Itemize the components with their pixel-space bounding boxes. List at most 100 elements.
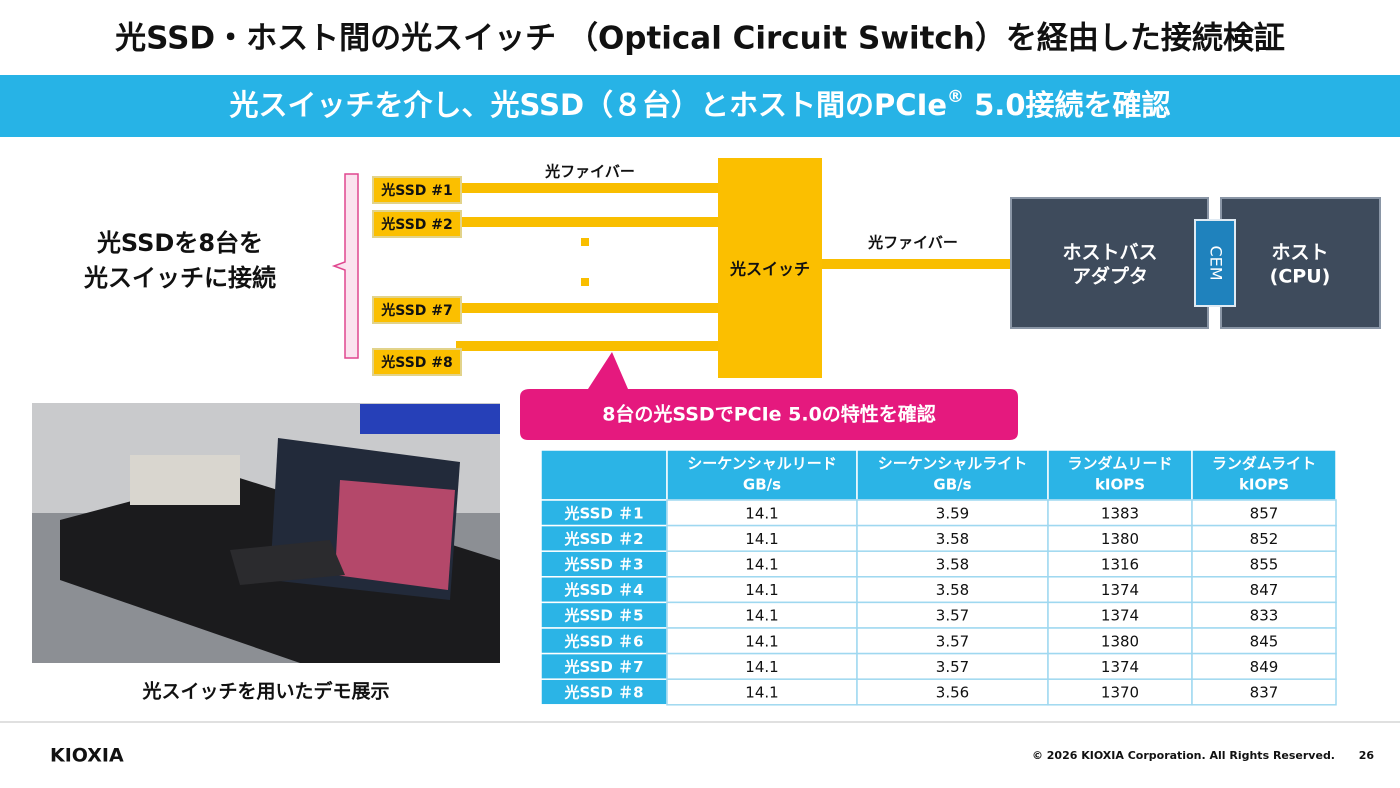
subtitle-part: 5.0接続を確認 (964, 88, 1170, 122)
data-cell (856, 652, 1049, 680)
data-cell (666, 678, 858, 706)
row-label: 光SSD ＃1 (563, 504, 643, 522)
data-cell (1191, 550, 1337, 578)
host-label: (CPU) (1270, 266, 1331, 288)
data-cell (856, 550, 1049, 578)
cem-label: CEM (1207, 245, 1226, 280)
cell-value: 14.1 (745, 504, 778, 522)
cell-value: 847 (1250, 581, 1279, 599)
copyright: © 2026 KIOXIA Corporation. All Rights Re… (1032, 749, 1335, 762)
cell-value: 1316 (1101, 556, 1139, 574)
photo-caption: 光スイッチを用いたデモ展示 (141, 680, 389, 703)
data-cell (856, 601, 1049, 629)
data-cell (666, 550, 858, 578)
cell-value: 3.57 (936, 632, 969, 650)
cell-value: 845 (1250, 632, 1279, 650)
photo-device (130, 455, 240, 505)
data-cell (1191, 652, 1337, 680)
subtitle-part: 光スイッチを介し、光SSD（８台）とホスト間のPCIe (229, 88, 947, 122)
cell-value: 14.1 (745, 632, 778, 650)
photo-keyboard (230, 540, 345, 585)
cell-value: 837 (1250, 684, 1279, 702)
cell-value: 14.1 (745, 607, 778, 625)
cell-value: 852 (1250, 530, 1279, 548)
callout-text: 8台の光SSDでPCIe 5.0の特性を確認 (602, 403, 936, 426)
cell-value: 14.1 (745, 658, 778, 676)
data-cell (1191, 499, 1337, 527)
adapter-label: ホストバス (1062, 242, 1157, 264)
data-cell (1191, 678, 1337, 706)
row-label: 光SSD ＃4 (563, 581, 643, 599)
ssd-label: 光SSD #1 (380, 182, 453, 199)
column-name: ランダムライト (1212, 455, 1316, 473)
switch-box (718, 158, 822, 378)
fiber-label: 光ファイバー (544, 163, 635, 181)
header-cell (1047, 449, 1193, 501)
cell-value: 855 (1250, 556, 1279, 574)
ssd-box (372, 176, 462, 204)
cell-value: 849 (1250, 658, 1279, 676)
data-cell (856, 678, 1049, 706)
adapter-label: アダプタ (1072, 265, 1148, 288)
bracket (331, 173, 359, 359)
cell-value: 3.58 (936, 556, 969, 574)
data-cell (856, 524, 1049, 552)
row-label-cell (540, 601, 668, 629)
fiber (460, 217, 720, 227)
row-label: 光SSD ＃5 (563, 607, 643, 625)
ssd-group: 光SSD #1 光SSD #2 光SSD #7 光SSD #8 (372, 176, 462, 376)
row-label-cell (540, 627, 668, 655)
summary-line: 光スイッチに接続 (83, 264, 276, 292)
ssd-box (372, 210, 462, 238)
ssd-label: 光SSD #8 (380, 354, 453, 371)
dot (581, 238, 589, 246)
header-cell (540, 449, 668, 501)
column-name: ランダムリード (1067, 455, 1172, 473)
header-cell (856, 449, 1049, 501)
cell-value: 3.56 (936, 684, 969, 702)
page-number: 26 (1359, 749, 1375, 762)
data-cell (1191, 576, 1337, 604)
row-label: 光SSD ＃6 (563, 632, 643, 650)
column-unit: kIOPS (1239, 476, 1289, 494)
results-table: シーケンシャルリード GB/s シーケンシャルライト GB/s ランダムリード kIOPS… (540, 449, 1337, 706)
footer-logo: KIOXIA (50, 745, 124, 767)
data-cell (1191, 627, 1337, 655)
cell-value: 3.58 (936, 530, 969, 548)
cell-value: 1374 (1101, 658, 1139, 676)
cell-value: 14.1 (745, 684, 778, 702)
cell-value: 1374 (1101, 581, 1139, 599)
header-cell (1191, 449, 1337, 501)
summary-line: 光SSDを8台を (96, 229, 263, 257)
subtitle: 光スイッチを介し、光SSD（８台）とホスト間のPCIe® 5.0接続を確認 (229, 87, 1170, 122)
cell-value: 1380 (1101, 530, 1139, 548)
fibers (456, 183, 1012, 351)
row-label-cell (540, 678, 668, 706)
data-cell (666, 499, 858, 527)
row-label: 光SSD ＃2 (563, 530, 643, 548)
column-name: シーケンシャルリード (687, 455, 837, 473)
data-cell (666, 652, 858, 680)
dot (581, 278, 589, 286)
photo-screen2 (360, 404, 500, 434)
column-unit: GB/s (743, 476, 781, 494)
cell-value: 1380 (1101, 632, 1139, 650)
cell-value: 1374 (1101, 607, 1139, 625)
cell-value: 3.59 (936, 504, 969, 522)
column-unit: GB/s (933, 476, 971, 494)
cell-value: 3.57 (936, 607, 969, 625)
subtitle-mark: ® (947, 87, 964, 107)
cell-value: 14.1 (745, 581, 778, 599)
fiber (460, 303, 720, 313)
row-label: 光SSD ＃8 (563, 684, 643, 702)
photo-screen (335, 480, 455, 590)
cell-value: 3.58 (936, 581, 969, 599)
cell-value: 14.1 (745, 556, 778, 574)
data-cell (856, 627, 1049, 655)
cell-value: 1370 (1101, 684, 1139, 702)
host-label: ホスト (1271, 242, 1328, 264)
cell-value: 1383 (1101, 504, 1139, 522)
title: 光SSD・ホスト間の光スイッチ （Optical Circuit Switch）… (115, 21, 1285, 57)
switch-label: 光スイッチ (729, 260, 810, 279)
